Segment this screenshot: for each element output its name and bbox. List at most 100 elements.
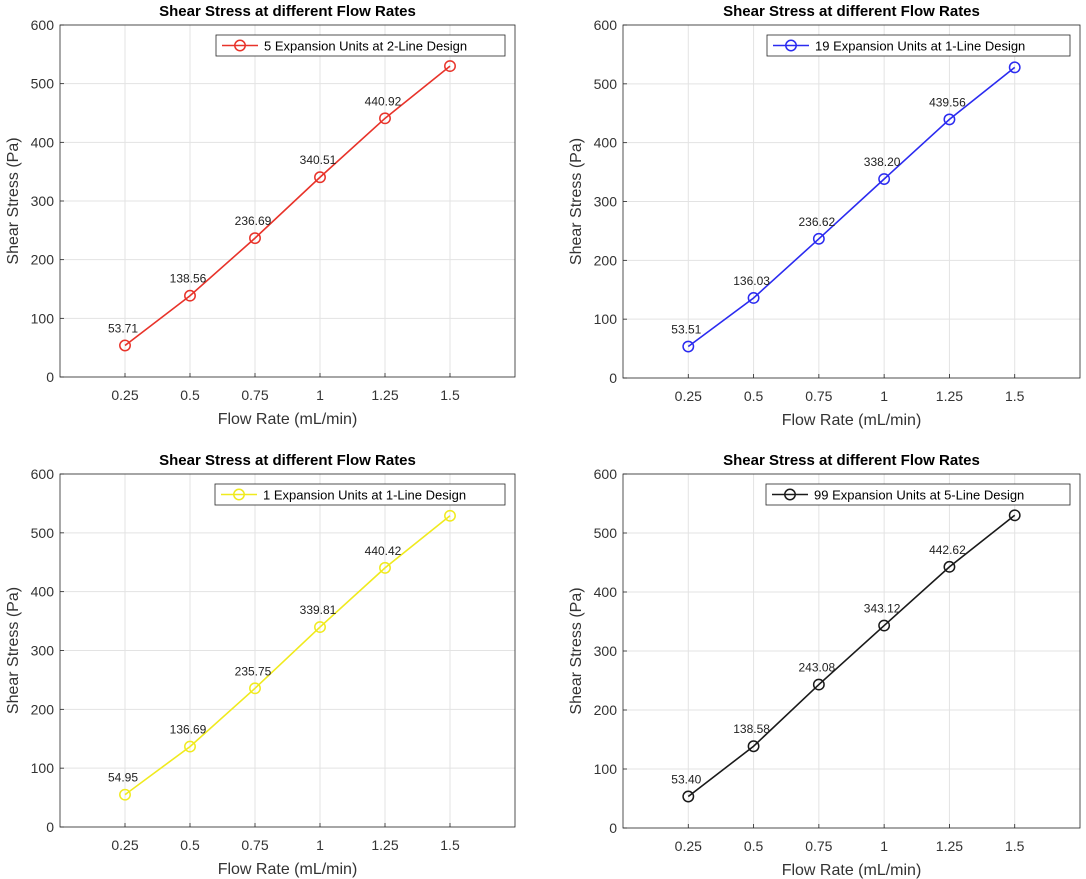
x-tick-label: 1.5 <box>440 837 460 853</box>
y-tick-label: 400 <box>31 584 55 600</box>
y-tick-label: 500 <box>594 525 618 541</box>
chart-title: Shear Stress at different Flow Rates <box>159 452 416 469</box>
y-axis-label: Shear Stress (Pa) <box>5 137 22 264</box>
data-label: 138.56 <box>170 272 207 286</box>
x-axis-label: Flow Rate (mL/min) <box>218 411 358 428</box>
y-tick-label: 600 <box>594 17 618 33</box>
legend-marker-swatch <box>785 39 797 52</box>
legend-marker-swatch <box>234 39 246 52</box>
y-tick-label: 0 <box>609 370 617 386</box>
x-tick-label: 1.25 <box>936 838 963 854</box>
y-tick-label: 600 <box>594 466 618 482</box>
x-tick-label: 1.25 <box>936 388 963 404</box>
data-point-marker <box>249 232 261 245</box>
data-label: 235.75 <box>235 664 272 678</box>
data-label: 338.20 <box>864 155 901 169</box>
y-tick-label: 500 <box>31 76 55 92</box>
data-point-marker <box>444 509 456 522</box>
legend-entry: 99 Expansion Units at 5-Line Design <box>814 488 1024 503</box>
data-point-marker <box>379 561 391 574</box>
x-tick-label: 0.5 <box>744 838 764 854</box>
x-axis-label: Flow Rate (mL/min) <box>782 412 922 429</box>
data-label: 54.95 <box>108 771 138 785</box>
data-point-marker <box>119 339 131 352</box>
data-point-marker <box>747 292 760 304</box>
data-point-marker <box>184 289 196 302</box>
chart-title: Shear Stress at different Flow Rates <box>159 3 416 20</box>
legend-box <box>215 34 506 57</box>
series-line <box>124 515 451 796</box>
x-tick-label: 1.5 <box>440 387 460 403</box>
data-point-marker <box>682 790 695 803</box>
y-tick-label: 200 <box>31 252 55 268</box>
chart-panel-bottom-right: 0 100 200 300 400 500 600 0.25 0.5 0.75 1 1.25 1.5 Sh… <box>568 452 1081 879</box>
y-tick-label: 300 <box>31 193 55 209</box>
y-tick-label: 400 <box>594 135 618 151</box>
x-tick-label: 1.5 <box>1005 388 1025 404</box>
x-tick-label: 1.5 <box>1005 838 1025 854</box>
legend-box <box>765 483 1071 506</box>
y-tick-label: 100 <box>31 760 55 776</box>
series-line <box>687 514 1016 798</box>
x-tick-label: 0.25 <box>111 837 138 853</box>
data-label: 340.51 <box>300 153 337 167</box>
data-point-marker <box>249 682 261 695</box>
chart-panel-bottom-left: 0 100 200 300 400 500 600 0.25 0.5 0.75 1 1.25 1.5 Sh… <box>5 452 516 878</box>
y-axis-label: Shear Stress (Pa) <box>568 138 585 265</box>
x-tick-label: 0.25 <box>111 387 138 403</box>
x-tick-label: 1.25 <box>371 387 398 403</box>
x-tick-label: 1 <box>880 838 888 854</box>
y-tick-label: 400 <box>594 584 618 600</box>
legend-box <box>214 483 506 506</box>
y-tick-label: 300 <box>31 643 55 659</box>
legend-entry: 19 Expansion Units at 1-Line Design <box>815 39 1025 54</box>
x-tick-label: 0.75 <box>805 838 832 854</box>
x-tick-label: 0.25 <box>675 388 702 404</box>
y-tick-label: 0 <box>46 369 54 385</box>
data-label: 440.92 <box>365 94 402 108</box>
data-label: 53.51 <box>671 323 701 337</box>
x-axis-label: Flow Rate (mL/min) <box>782 862 922 879</box>
y-tick-label: 100 <box>594 761 618 777</box>
legend-box <box>766 34 1071 57</box>
data-point-marker <box>878 619 891 632</box>
x-tick-label: 1.25 <box>371 837 398 853</box>
legend-entry: 1 Expansion Units at 1-Line Design <box>263 488 466 503</box>
data-point-marker <box>943 560 956 573</box>
data-label: 138.58 <box>733 722 770 736</box>
x-tick-label: 0.5 <box>744 388 764 404</box>
y-axis-label: Shear Stress (Pa) <box>568 587 585 714</box>
legend-marker-swatch <box>233 488 245 501</box>
y-tick-label: 300 <box>594 194 618 210</box>
data-label: 53.40 <box>671 772 701 786</box>
data-label: 442.62 <box>929 543 966 557</box>
data-point-marker <box>878 173 891 185</box>
chart-panel-top-left: 0 100 200 300 400 500 600 0.25 0.5 0.75 1 1.25 1.5 Sh… <box>5 3 516 428</box>
y-tick-label: 500 <box>594 76 618 92</box>
y-tick-label: 100 <box>594 311 618 327</box>
data-label: 439.56 <box>929 95 966 109</box>
data-label: 243.08 <box>799 661 836 675</box>
data-point-marker <box>314 621 326 634</box>
x-tick-label: 0.75 <box>241 387 268 403</box>
data-point-marker <box>812 232 825 245</box>
y-tick-label: 300 <box>594 643 618 659</box>
x-tick-label: 1 <box>316 837 324 853</box>
y-tick-label: 200 <box>594 252 618 268</box>
y-tick-label: 400 <box>31 134 55 150</box>
x-tick-label: 0.75 <box>805 388 832 404</box>
x-tick-label: 0.5 <box>180 387 200 403</box>
y-tick-label: 600 <box>31 17 55 33</box>
x-tick-label: 0.75 <box>241 837 268 853</box>
y-tick-label: 500 <box>31 525 55 541</box>
series-line <box>687 66 1016 348</box>
data-label: 440.42 <box>365 544 402 558</box>
chart-title: Shear Stress at different Flow Rates <box>723 3 980 20</box>
y-tick-label: 0 <box>46 819 54 835</box>
y-tick-label: 100 <box>31 310 55 326</box>
data-point-marker <box>184 740 196 753</box>
data-point-marker <box>812 678 825 691</box>
data-point-marker <box>379 112 391 125</box>
data-point-marker <box>1008 61 1021 74</box>
x-tick-label: 0.25 <box>675 838 702 854</box>
